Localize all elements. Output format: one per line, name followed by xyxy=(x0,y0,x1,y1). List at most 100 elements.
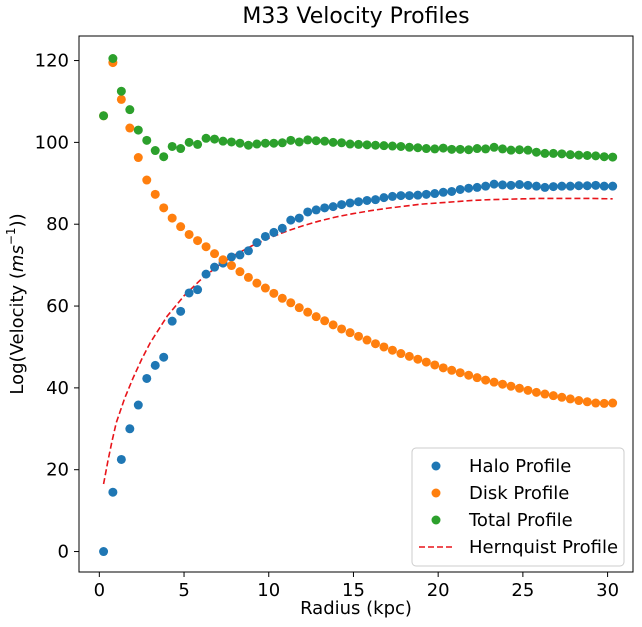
data-point-disk-profile xyxy=(370,339,380,349)
data-point-disk-profile xyxy=(252,278,262,288)
data-point-total-profile xyxy=(311,136,321,146)
data-point-total-profile xyxy=(472,144,482,154)
data-point-total-profile xyxy=(574,150,584,160)
data-point-total-profile xyxy=(235,138,245,148)
data-point-total-profile xyxy=(167,141,177,151)
y-axis-label: Log(Velocity (ms−1)) xyxy=(4,213,28,394)
data-point-total-profile xyxy=(286,135,296,145)
data-point-disk-profile xyxy=(608,398,618,408)
data-point-halo-profile xyxy=(286,215,296,225)
data-point-halo-profile xyxy=(133,400,143,410)
data-point-halo-profile xyxy=(159,352,169,362)
data-point-disk-profile xyxy=(421,357,431,367)
series-halo-profile xyxy=(99,179,618,557)
data-point-disk-profile xyxy=(337,324,347,334)
data-point-halo-profile xyxy=(303,207,313,217)
data-point-disk-profile xyxy=(481,375,491,385)
data-point-disk-profile xyxy=(498,379,508,389)
data-point-disk-profile xyxy=(125,123,135,133)
data-point-total-profile xyxy=(201,133,211,143)
data-point-halo-profile xyxy=(472,182,482,192)
x-tick-label: 30 xyxy=(596,580,619,601)
data-point-halo-profile xyxy=(582,181,592,191)
plot-area xyxy=(78,35,634,573)
data-point-disk-profile xyxy=(218,255,228,265)
data-point-total-profile xyxy=(218,136,228,146)
data-point-halo-profile xyxy=(311,205,321,215)
data-point-disk-profile xyxy=(447,365,457,375)
data-point-disk-profile xyxy=(489,377,499,387)
data-point-halo-profile xyxy=(421,189,431,199)
data-point-halo-profile xyxy=(404,191,414,201)
data-point-halo-profile xyxy=(345,198,355,208)
data-point-total-profile xyxy=(116,86,126,96)
data-point-total-profile xyxy=(464,145,474,155)
data-point-halo-profile xyxy=(548,182,558,192)
points-layer xyxy=(99,54,618,557)
y-axis-label-unit: ms xyxy=(7,245,28,272)
y-axis-label-exponent: −1 xyxy=(4,227,18,245)
legend-marker-disk-profile xyxy=(431,488,441,498)
data-point-disk-profile xyxy=(523,385,533,395)
data-point-disk-profile xyxy=(311,312,321,322)
data-point-disk-profile xyxy=(557,392,567,402)
data-point-total-profile xyxy=(413,143,423,153)
data-point-halo-profile xyxy=(193,285,203,295)
data-point-total-profile xyxy=(125,105,135,115)
data-point-total-profile xyxy=(159,152,169,162)
data-point-disk-profile xyxy=(150,189,160,199)
data-point-total-profile xyxy=(337,138,347,148)
data-point-disk-profile xyxy=(599,398,609,408)
data-point-disk-profile xyxy=(235,267,245,277)
y-tick-label: 40 xyxy=(46,378,69,399)
data-point-halo-profile xyxy=(489,179,499,189)
data-point-total-profile xyxy=(506,145,516,155)
data-point-halo-profile xyxy=(108,487,118,497)
data-point-halo-profile xyxy=(294,213,304,223)
data-point-total-profile xyxy=(320,136,330,146)
data-point-total-profile xyxy=(447,144,457,154)
data-point-disk-profile xyxy=(574,396,584,406)
data-point-disk-profile xyxy=(464,370,474,380)
data-point-halo-profile xyxy=(430,189,440,199)
data-point-total-profile xyxy=(294,137,304,147)
y-tick-label: 0 xyxy=(58,542,69,563)
data-point-total-profile xyxy=(150,146,160,156)
legend-label-disk-profile: Disk Profile xyxy=(469,483,569,504)
data-point-halo-profile xyxy=(455,184,465,194)
data-point-disk-profile xyxy=(413,354,423,364)
data-point-disk-profile xyxy=(430,360,440,370)
y-tick-label: 20 xyxy=(46,460,69,481)
data-point-disk-profile xyxy=(184,229,194,239)
data-point-disk-profile xyxy=(269,288,279,298)
data-point-total-profile xyxy=(133,125,143,135)
data-point-halo-profile xyxy=(269,227,279,237)
data-point-disk-profile xyxy=(396,349,406,359)
data-point-total-profile xyxy=(565,150,575,160)
data-point-disk-profile xyxy=(243,272,253,282)
series-line-hernquist-profile xyxy=(102,197,613,485)
data-point-total-profile xyxy=(303,135,313,145)
data-point-halo-profile xyxy=(523,180,533,190)
legend-marker-halo-profile xyxy=(431,461,441,471)
data-point-disk-profile xyxy=(294,303,304,313)
data-point-total-profile xyxy=(599,152,609,162)
data-point-disk-profile xyxy=(540,389,550,399)
data-point-total-profile xyxy=(142,135,152,145)
data-point-disk-profile xyxy=(514,383,524,393)
data-point-halo-profile xyxy=(201,269,211,279)
data-point-total-profile xyxy=(531,147,541,157)
data-point-disk-profile xyxy=(286,298,296,308)
data-point-disk-profile xyxy=(167,213,177,223)
x-tick-label: 15 xyxy=(342,580,365,601)
data-point-total-profile xyxy=(108,54,118,63)
data-point-total-profile xyxy=(354,139,364,149)
y-tick-label: 100 xyxy=(35,132,69,153)
data-point-halo-profile xyxy=(167,316,177,326)
data-point-total-profile xyxy=(438,143,448,153)
data-point-total-profile xyxy=(514,145,524,155)
data-point-disk-profile xyxy=(201,242,211,252)
y-tick-label: 120 xyxy=(35,51,69,72)
data-point-halo-profile xyxy=(540,182,550,192)
